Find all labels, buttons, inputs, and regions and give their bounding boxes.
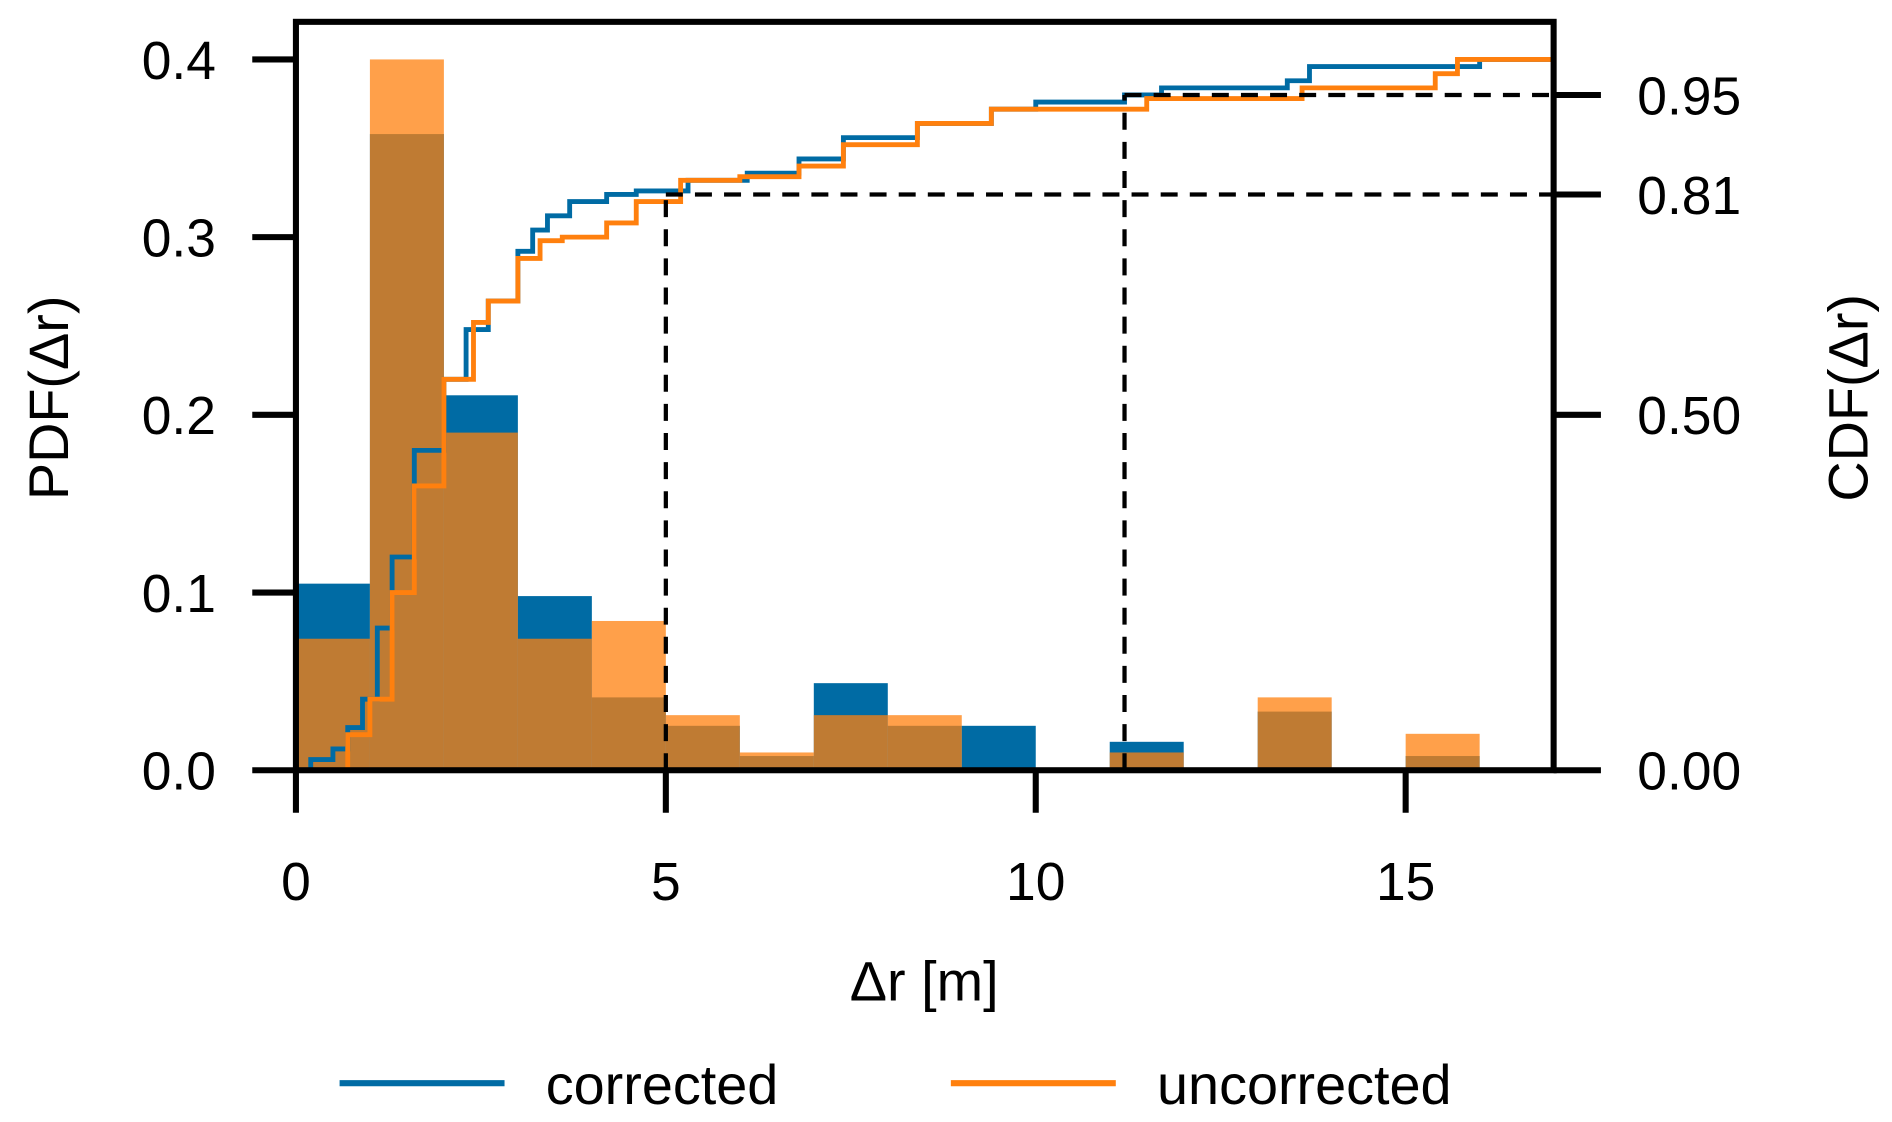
x-tick-label: 10 [1006, 853, 1065, 912]
plot-frame [292, 18, 1557, 774]
legend: corrected uncorrected [339, 1053, 1452, 1116]
y2-tick-label: 0.50 [1637, 387, 1741, 446]
legend-label-corrected: corrected [546, 1053, 779, 1116]
y2-axis-label: CDF(Δr) [1817, 294, 1880, 502]
y2-tick-label: 0.95 [1637, 67, 1741, 126]
x-tick-label: 5 [651, 853, 681, 912]
y2-tick-label: 0.81 [1637, 167, 1741, 226]
bar-uncorrected [1257, 697, 1332, 771]
y-tick-label: 0.4 [142, 32, 216, 91]
y-tick-label: 0.3 [142, 210, 216, 269]
y-tick-label: 0.0 [142, 743, 216, 802]
legend-label-uncorrected: uncorrected [1157, 1053, 1452, 1116]
bar-uncorrected [813, 715, 888, 771]
bar-uncorrected [739, 752, 814, 771]
bar-uncorrected [1405, 733, 1480, 771]
y-axis-label: PDF(Δr) [17, 296, 80, 501]
bar-corrected [961, 725, 1036, 771]
bar-uncorrected [887, 715, 962, 771]
axes: 0 5 10 15 0.0 0.1 0.2 0.3 0.4 0.00 0.50 0.81 0.95 [142, 32, 1741, 912]
bar-uncorrected [443, 432, 518, 771]
bar-uncorrected [665, 715, 740, 771]
x-axis-label: Δr [m] [850, 950, 999, 1013]
bar-uncorrected [591, 620, 666, 771]
x-tick-label: 0 [281, 853, 311, 912]
cdf-line-uncorrected [340, 57, 1554, 773]
x-tick-label: 15 [1376, 853, 1435, 912]
bar-uncorrected [1109, 752, 1184, 771]
y-tick-label: 0.2 [142, 387, 216, 446]
histogram-bars [295, 59, 1480, 771]
reference-lines [663, 92, 1554, 771]
bar-uncorrected [369, 59, 444, 771]
y2-tick-label: 0.00 [1637, 743, 1741, 802]
bar-uncorrected [517, 638, 592, 771]
y-tick-label: 0.1 [142, 565, 216, 624]
